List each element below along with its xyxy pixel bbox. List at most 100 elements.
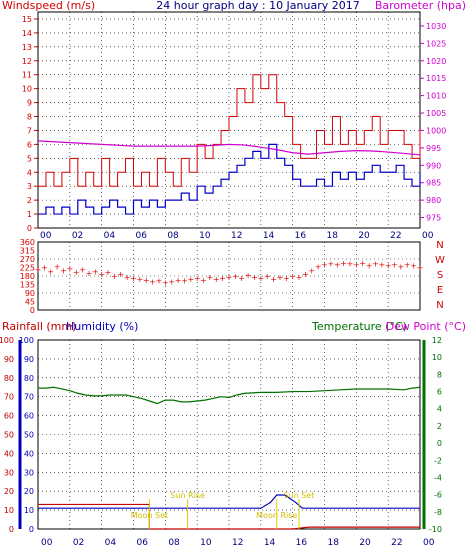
direction-point: + [124, 273, 131, 282]
direction-tick-label: 360 [20, 238, 35, 247]
direction-point: + [347, 260, 354, 269]
time-tick-label: 06 [137, 538, 149, 548]
direction-point: + [334, 261, 341, 270]
windspeed-tick-label: 11 [22, 71, 32, 80]
humidity-tick-label: 30 [24, 468, 34, 477]
barometer-tick-label: 980 [426, 196, 441, 205]
rainfall-tick-label: 40 [4, 449, 14, 458]
direction-series: + + ++ + + + + + + + + + + + + + + + + + + + + + + + + + + + + + + + + + + + +… [35, 259, 424, 288]
humidity-line [38, 494, 420, 509]
direction-point: + [73, 268, 80, 277]
time-tick-label: 18 [327, 231, 339, 241]
time-tick-label: 00 [40, 231, 52, 241]
direction-point: + [398, 263, 405, 272]
windspeed-tick-label: 5 [27, 154, 32, 163]
barometer-tick-label: 1005 [426, 109, 446, 118]
rainfall-tick-label: 90 [4, 355, 14, 364]
time-tick-label: 02 [73, 538, 84, 548]
time-tick-label: 16 [296, 538, 308, 548]
annotation-label: Sun Rise [170, 491, 205, 500]
direction-point: + [54, 263, 61, 272]
temperature-tick-label: -6 [434, 491, 442, 500]
time-tick-label: 12 [232, 538, 243, 548]
time-tick-label: 22 [391, 538, 402, 548]
direction-tick-label: 0 [30, 306, 35, 315]
windspeed-tick-label: 6 [27, 140, 32, 149]
time-tick-label: 10 [200, 538, 212, 548]
direction-point: + [187, 275, 194, 284]
windspeed-tick-label: 13 [22, 43, 32, 52]
barometer-tick-label: 995 [426, 144, 441, 153]
direction-point: + [308, 266, 315, 275]
direction-point: + [149, 278, 156, 287]
windspeed-tick-label: 8 [27, 113, 32, 122]
direction-point: + [372, 260, 379, 269]
temperature-tick-label: 12 [432, 336, 442, 345]
temperature-tick-label: 2 [437, 422, 442, 431]
direction-point: + [353, 261, 360, 270]
time-tick-label: 14 [264, 538, 276, 548]
direction-point: + [219, 274, 226, 283]
direction-point: + [321, 261, 328, 270]
direction-tick-label: 225 [20, 264, 35, 273]
direction-point: + [366, 262, 373, 271]
humidity-tick-label: 80 [24, 374, 34, 383]
direction-point: + [105, 268, 112, 277]
direction-point: + [194, 274, 201, 283]
temperature-tick-label: 8 [437, 370, 442, 379]
wind-time-axis: 00 02 04 06 08 10 12 14 16 18 20 22 00 [40, 231, 434, 241]
direction-point: + [162, 279, 169, 288]
humidity-tick-label: 0 [29, 525, 34, 534]
direction-point: + [359, 259, 366, 268]
direction-point: + [66, 264, 73, 273]
windspeed-tick-label: 3 [27, 182, 32, 191]
direction-point: + [257, 274, 264, 283]
direction-point: + [47, 267, 54, 276]
time-tick-label: 16 [295, 231, 307, 241]
direction-panel-grid [37, 242, 421, 310]
rainfall-line [38, 503, 420, 530]
direction-point: + [378, 261, 385, 270]
direction-point: + [277, 273, 284, 282]
time-tick-label: 10 [199, 231, 211, 241]
temperature-axis: -10 -8 -6 -4 -2 0 2 4 6 8 10 12 [422, 336, 442, 534]
time-tick-label: 08 [168, 538, 180, 548]
windspeed-tick-label: 9 [27, 99, 32, 108]
temperature-tick-label: 6 [437, 388, 442, 397]
rainfall-tick-label: 100 [0, 336, 14, 345]
windspeed-tick-label: 1 [27, 210, 32, 219]
time-tick-label: 08 [167, 231, 179, 241]
temperature-tick-label: 4 [437, 405, 442, 414]
windspeed-tick-label: 15 [22, 15, 32, 24]
rainfall-tick-label: 20 [4, 487, 14, 496]
direction-point: + [168, 278, 175, 287]
rainfall-tick-label: 50 [4, 431, 14, 440]
time-tick-label: 20 [359, 538, 371, 548]
direction-point: + [302, 270, 309, 279]
temperature-tick-label: -4 [434, 473, 442, 482]
direction-point: + [111, 272, 118, 281]
humidity-tick-label: 10 [24, 506, 34, 515]
direction-tick-label: 135 [20, 281, 35, 290]
temperature-tick-label: -8 [434, 508, 442, 517]
direction-point: + [86, 269, 93, 278]
barometer-tick-label: 1025 [426, 39, 446, 48]
annotation-label: Moon Set [131, 511, 168, 520]
direction-point: + [117, 270, 124, 279]
direction-point: + [232, 272, 239, 281]
humidity-tick-label: 100 [19, 336, 34, 345]
windspeed-tick-label: 10 [22, 85, 32, 94]
windspeed-tick-label: 0 [27, 224, 32, 233]
annotation-label: Moon Rise [256, 511, 297, 520]
time-tick-label: 00 [422, 231, 434, 241]
direction-point: + [417, 264, 424, 273]
direction-point: + [156, 277, 163, 286]
humidity-title: Humidity (%) [66, 320, 138, 333]
windspeed-tick-label: 12 [22, 57, 32, 66]
compass-label: W [435, 255, 445, 266]
direction-point: + [289, 272, 296, 281]
